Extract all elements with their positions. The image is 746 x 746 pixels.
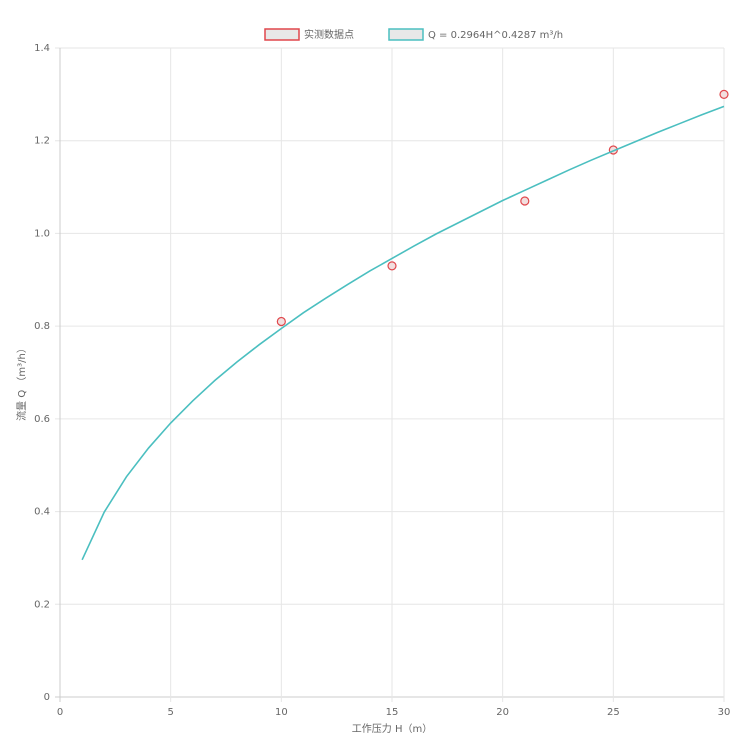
x-tick-label: 15 [386,707,399,718]
x-tick-label: 5 [167,707,173,718]
y-tick-label: 1.2 [34,136,50,147]
y-tick-label: 1.4 [34,43,50,54]
data-point [520,196,530,206]
legend-swatch [388,28,424,41]
x-tick-label: 10 [275,707,288,718]
x-axis-title: 工作压力 H（m） [352,722,432,735]
x-tick-label: 0 [57,707,63,718]
data-point [387,261,397,271]
y-tick-label: 0.2 [34,599,50,610]
y-tick-label: 1.0 [34,228,50,239]
data-point [276,316,286,327]
y-tick-label: 0.6 [34,414,50,425]
x-tick-label: 30 [718,707,731,718]
x-tick-label: 20 [496,707,509,718]
y-tick-label: 0.4 [34,507,50,518]
legend-swatch [264,28,300,41]
data-point [719,89,729,99]
legend-label: Q = 0.2964H^0.4287 m³/h [428,30,563,41]
legend-label: 实测数据点 [304,28,354,41]
y-axis-title: 流量 Q （m³/h） [15,343,28,421]
y-tick-label: 0.8 [34,321,50,332]
x-tick-label: 25 [607,707,620,718]
y-tick-label: 0 [44,692,50,703]
fit-curve [81,105,725,561]
